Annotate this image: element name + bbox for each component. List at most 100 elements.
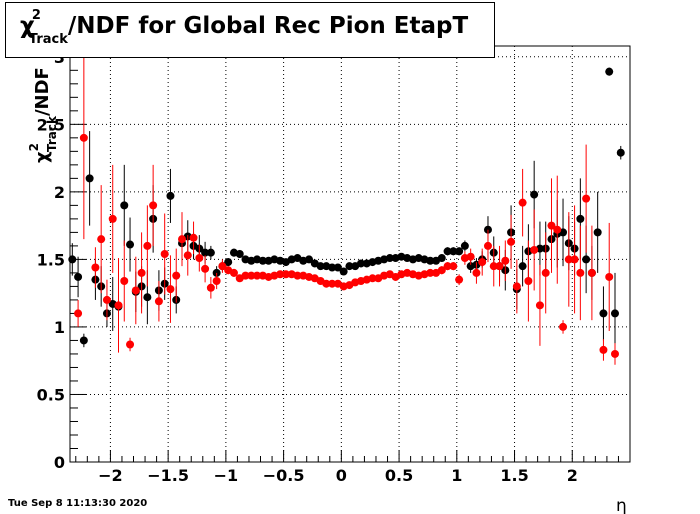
- data-point: [616, 148, 625, 157]
- data-point: [328, 263, 337, 272]
- data-point: [576, 268, 585, 277]
- data-point: [610, 309, 619, 318]
- data-point: [443, 247, 452, 256]
- data-point: [576, 214, 585, 223]
- data-point: [466, 252, 475, 261]
- data-point: [68, 255, 77, 264]
- data-point: [483, 241, 492, 250]
- y-tick-label: 1: [54, 318, 65, 337]
- data-point: [258, 256, 267, 265]
- x-tick-label: 1.5: [500, 466, 528, 485]
- data-point: [74, 309, 83, 318]
- data-point: [241, 271, 250, 280]
- y-axis-label: χ2 Track/NDF: [27, 67, 59, 163]
- data-point: [495, 262, 504, 271]
- axis-ticks: [70, 56, 619, 462]
- data-point: [120, 277, 129, 286]
- data-point: [85, 174, 94, 183]
- data-point: [126, 340, 135, 349]
- x-tick-label: 0: [336, 466, 347, 485]
- data-point: [385, 254, 394, 263]
- data-point: [587, 268, 596, 277]
- data-point: [356, 259, 365, 268]
- data-point: [437, 266, 446, 275]
- data-point: [530, 190, 539, 199]
- data-point: [605, 67, 614, 76]
- data-point: [137, 268, 146, 277]
- x-tick-label: −1.5: [147, 466, 189, 485]
- data-point: [120, 201, 129, 210]
- chart-title: χ2Track/NDF for Global Rec Pion EtapT: [20, 8, 469, 47]
- data-point: [149, 201, 158, 210]
- data-point: [97, 235, 106, 244]
- data-point: [455, 247, 464, 256]
- data-point: [328, 279, 337, 288]
- data-point: [201, 248, 210, 257]
- data-point: [437, 254, 446, 263]
- data-point: [206, 283, 215, 292]
- data-point: [166, 191, 175, 200]
- y-tick-label: 1.5: [37, 250, 65, 269]
- svg-text:χ2Track/NDF: χ2 Track/NDF: [27, 67, 59, 163]
- data-point: [582, 255, 591, 264]
- y-tick-label: 0: [54, 453, 65, 472]
- data-point: [518, 198, 527, 207]
- data-point: [183, 251, 192, 260]
- data-point: [172, 271, 181, 280]
- data-point: [605, 272, 614, 281]
- data-point: [102, 295, 111, 304]
- data-point: [281, 270, 290, 279]
- data-point: [599, 345, 608, 354]
- data-point: [276, 270, 285, 279]
- data-point: [426, 256, 435, 265]
- data-point: [449, 262, 458, 271]
- data-point: [235, 250, 244, 258]
- data-point: [339, 267, 348, 276]
- data-point: [582, 194, 591, 203]
- data-point: [333, 263, 342, 272]
- data-point: [507, 237, 516, 246]
- data-point: [489, 262, 498, 271]
- data-point: [229, 268, 238, 277]
- data-point: [143, 241, 152, 250]
- data-point: [166, 285, 175, 294]
- y-tick-label: 2: [54, 183, 65, 202]
- data-point: [599, 309, 608, 318]
- data-point: [189, 233, 198, 242]
- x-tick-label: 1: [451, 466, 462, 485]
- data-point: [316, 262, 325, 271]
- data-point: [426, 268, 435, 277]
- data-point: [293, 271, 302, 280]
- y-tick-label: 2.5: [37, 115, 65, 134]
- data-point: [530, 245, 539, 254]
- data-point: [218, 262, 227, 271]
- data-point: [91, 263, 100, 272]
- y-tick-label: 0.5: [37, 385, 65, 404]
- x-tick-label: −0.5: [263, 466, 305, 485]
- data-point: [455, 275, 464, 284]
- title-box: χ2Track/NDF for Global Rec Pion EtapT: [5, 2, 495, 58]
- data-point: [206, 248, 215, 257]
- data-point: [472, 268, 481, 277]
- data-point: [524, 277, 533, 286]
- data-point: [160, 250, 169, 258]
- data-point: [79, 133, 88, 142]
- data-point: [322, 279, 331, 288]
- data-point: [460, 241, 469, 250]
- data-point: [224, 258, 233, 267]
- data-point: [553, 225, 562, 234]
- data-point: [178, 235, 186, 244]
- data-point: [74, 272, 83, 281]
- data-point: [247, 271, 256, 280]
- data-point: [512, 282, 521, 291]
- data-point: [154, 297, 163, 306]
- data-point: [253, 271, 262, 280]
- data-point: [114, 301, 123, 310]
- timestamp: Tue Sep 8 11:13:30 2020: [8, 498, 148, 509]
- data-point: [564, 255, 573, 264]
- data-point: [126, 240, 135, 249]
- data-point: [212, 277, 221, 286]
- x-axis-label: η: [616, 496, 627, 514]
